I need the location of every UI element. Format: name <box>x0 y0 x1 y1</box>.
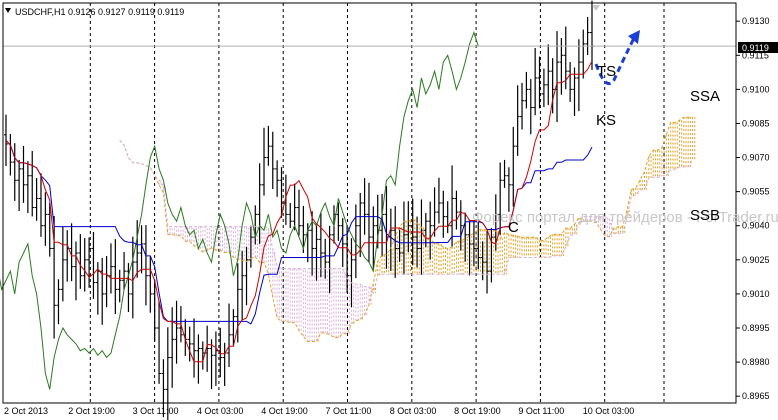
plot-frame <box>2 2 737 404</box>
y-tick-label: 0.8980 <box>742 357 770 367</box>
price-bars <box>4 0 594 420</box>
senkou-span-a <box>119 116 693 342</box>
x-tick-label: 3 Oct 11:00 <box>133 406 179 416</box>
label-ssb: SSB <box>690 207 720 224</box>
current-price-label: 0.9119 <box>742 43 769 53</box>
senkou-span-b <box>119 139 694 295</box>
x-tick-label: 2 Oct 19:00 <box>68 406 115 416</box>
x-tick-label: 4 Oct 03:00 <box>197 406 244 416</box>
forecast-arrowhead-icon <box>628 30 640 44</box>
y-tick-label: 0.9130 <box>742 16 770 26</box>
current-price-box <box>738 42 778 53</box>
kijun-sen <box>5 139 593 325</box>
label-ts: TS <box>597 63 616 80</box>
chart-header: USDCHF,H1 0.9126 0.9127 0.9119 0.9119 <box>15 7 184 17</box>
pin-marker-icon <box>592 5 600 11</box>
y-tick-label: 0.9040 <box>742 221 770 231</box>
x-tick-label: 7 Oct 11:00 <box>326 406 372 416</box>
kumo-cloud <box>158 117 696 342</box>
y-tick-label: 0.9100 <box>742 84 770 94</box>
y-tick-label: 0.9085 <box>742 118 770 128</box>
x-tick-label: 9 Oct 11:00 <box>518 406 564 416</box>
x-tick-label: 4 Oct 19:00 <box>261 406 308 416</box>
label-ssa: SSA <box>690 88 720 105</box>
y-tick-label: 0.9025 <box>742 255 770 265</box>
y-tick-label: 0.9010 <box>742 289 770 299</box>
watermark: Форекс портал для трейдеров - ForTrader.… <box>472 209 778 226</box>
axes: 2 Oct 2013 2 Oct 19:00 3 Oct 11:00 4 Oct 03… <box>2 2 770 416</box>
x-tick-label: 2 Oct 2013 <box>4 406 48 416</box>
chart-overlay <box>3 5 736 85</box>
chikou-span <box>0 30 479 390</box>
label-c: C <box>508 219 519 236</box>
x-tick-label: 8 Oct 03:00 <box>390 406 437 416</box>
x-tick-label: 8 Oct 19:00 <box>454 406 501 416</box>
label-ks: KS <box>596 112 616 129</box>
forecast-path <box>594 33 638 85</box>
indicator-lines <box>0 30 694 390</box>
y-tick-label: 0.8965 <box>742 391 770 401</box>
y-tick-label: 0.9055 <box>742 187 770 197</box>
triangle-down-icon[interactable] <box>5 8 11 13</box>
y-tick-label: 0.9070 <box>742 153 770 163</box>
x-tick-label: 10 Oct 03:00 <box>583 406 635 416</box>
y-tick-label: 0.9115 <box>742 50 769 60</box>
y-tick-label: 0.8995 <box>742 323 770 333</box>
tenkan-sen <box>5 61 593 363</box>
